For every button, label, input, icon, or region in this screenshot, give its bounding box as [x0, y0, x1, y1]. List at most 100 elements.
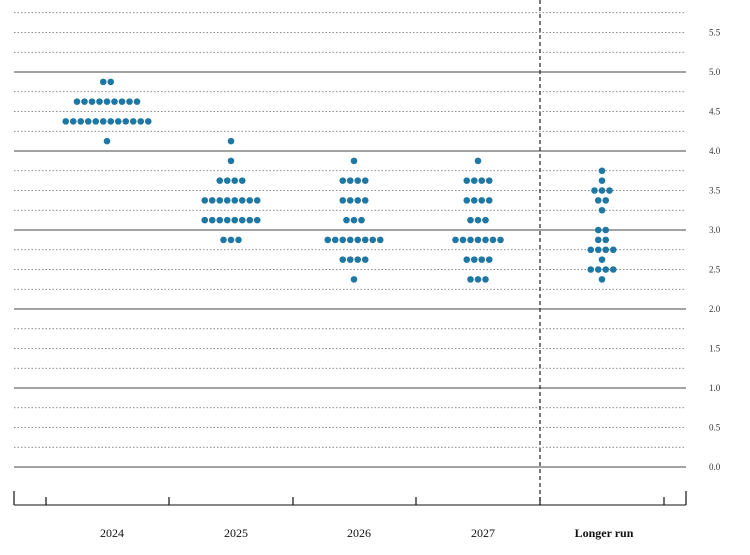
data-dot — [246, 216, 254, 224]
data-dot — [470, 197, 478, 204]
data-dot — [346, 177, 354, 184]
data-dot — [598, 206, 606, 214]
data-dot — [346, 256, 354, 263]
data-dot — [331, 236, 339, 244]
data-dot — [201, 216, 209, 224]
data-dot — [482, 236, 489, 244]
data-dot — [208, 197, 216, 204]
data-dot — [137, 118, 145, 125]
data-dot — [231, 197, 239, 204]
data-dot — [467, 216, 474, 224]
data-dot — [122, 118, 130, 125]
data-dot — [587, 266, 595, 273]
data-dot — [587, 246, 595, 254]
y-tick-label: 2.0 — [709, 304, 721, 314]
data-dot — [350, 157, 358, 165]
data-dot — [339, 197, 347, 204]
data-dot — [459, 236, 467, 244]
data-dot — [235, 236, 242, 244]
data-dots — [62, 78, 617, 283]
data-dot — [478, 177, 486, 184]
data-dot — [144, 118, 152, 125]
data-dot — [208, 216, 216, 224]
data-dot — [216, 197, 224, 204]
data-dot — [361, 177, 369, 184]
data-dot — [96, 98, 103, 105]
data-dot — [343, 216, 350, 224]
y-tick-label: 4.5 — [709, 107, 721, 117]
data-dot — [602, 266, 610, 273]
data-dot — [489, 236, 497, 244]
x-tick-label: 2025 — [224, 526, 248, 540]
y-tick-label: 4.0 — [709, 146, 721, 156]
data-dot — [346, 197, 354, 204]
data-dot — [606, 187, 613, 194]
data-dot — [354, 236, 362, 244]
data-dot — [81, 98, 88, 105]
data-dot — [482, 216, 489, 224]
data-dot — [107, 78, 115, 86]
data-dot — [463, 197, 471, 204]
data-dot — [223, 197, 231, 204]
y-tick-label: 3.5 — [709, 186, 721, 196]
data-dot — [369, 236, 377, 244]
data-dot — [227, 157, 235, 165]
data-dot — [114, 118, 122, 125]
data-dot — [485, 177, 493, 184]
y-tick-label: 5.0 — [709, 67, 721, 77]
data-dot — [602, 197, 610, 204]
data-dot — [602, 236, 610, 244]
data-dot — [467, 276, 474, 283]
x-tick-labels: 2024 2025 2026 2027 Longer run — [100, 526, 634, 540]
y-tick-labels: 0.0 0.5 1.0 1.5 2.0 2.5 3.0 3.5 4.0 4.5 5.0 5.5 — [709, 28, 721, 473]
data-dot — [231, 177, 239, 184]
data-dot — [376, 236, 384, 244]
y-tick-label: 3.0 — [709, 225, 721, 235]
data-dot — [73, 98, 81, 105]
data-dot — [594, 226, 602, 234]
data-dot — [231, 216, 239, 224]
data-dot — [354, 197, 362, 204]
data-dot — [324, 236, 332, 244]
data-dot — [223, 177, 231, 184]
data-dot — [594, 197, 602, 204]
data-dot — [485, 197, 493, 204]
data-dot — [478, 197, 486, 204]
x-axis — [13, 491, 687, 506]
data-dot — [598, 256, 606, 263]
data-dot — [358, 216, 365, 224]
data-dot — [598, 177, 606, 184]
data-dot — [103, 137, 111, 145]
data-dot — [339, 177, 347, 184]
data-dot — [216, 216, 224, 224]
data-dot — [227, 137, 235, 145]
data-dot — [253, 197, 261, 204]
x-tick-label: Longer run — [575, 526, 634, 540]
data-dot — [103, 98, 111, 105]
data-dot — [107, 118, 115, 125]
data-dot — [598, 276, 606, 283]
y-tick-label: 2.5 — [709, 265, 721, 275]
data-dot — [238, 197, 246, 204]
data-dot — [339, 236, 347, 244]
data-dot — [92, 118, 100, 125]
data-dot — [354, 177, 362, 184]
data-dot — [223, 216, 231, 224]
data-dot — [482, 276, 489, 283]
y-tick-label: 1.5 — [709, 344, 721, 354]
y-tick-label: 0.0 — [709, 462, 721, 472]
data-dot — [246, 197, 254, 204]
data-dot — [609, 266, 617, 273]
data-dot — [463, 177, 471, 184]
data-dot — [361, 256, 369, 263]
data-dot — [602, 226, 610, 234]
data-dot — [609, 246, 617, 254]
data-dot — [111, 98, 118, 105]
x-tick-label: 2024 — [100, 526, 124, 540]
data-dot — [62, 118, 70, 125]
x-tick-label: 2026 — [347, 526, 371, 540]
data-dot — [216, 177, 224, 184]
data-dot — [354, 256, 362, 263]
